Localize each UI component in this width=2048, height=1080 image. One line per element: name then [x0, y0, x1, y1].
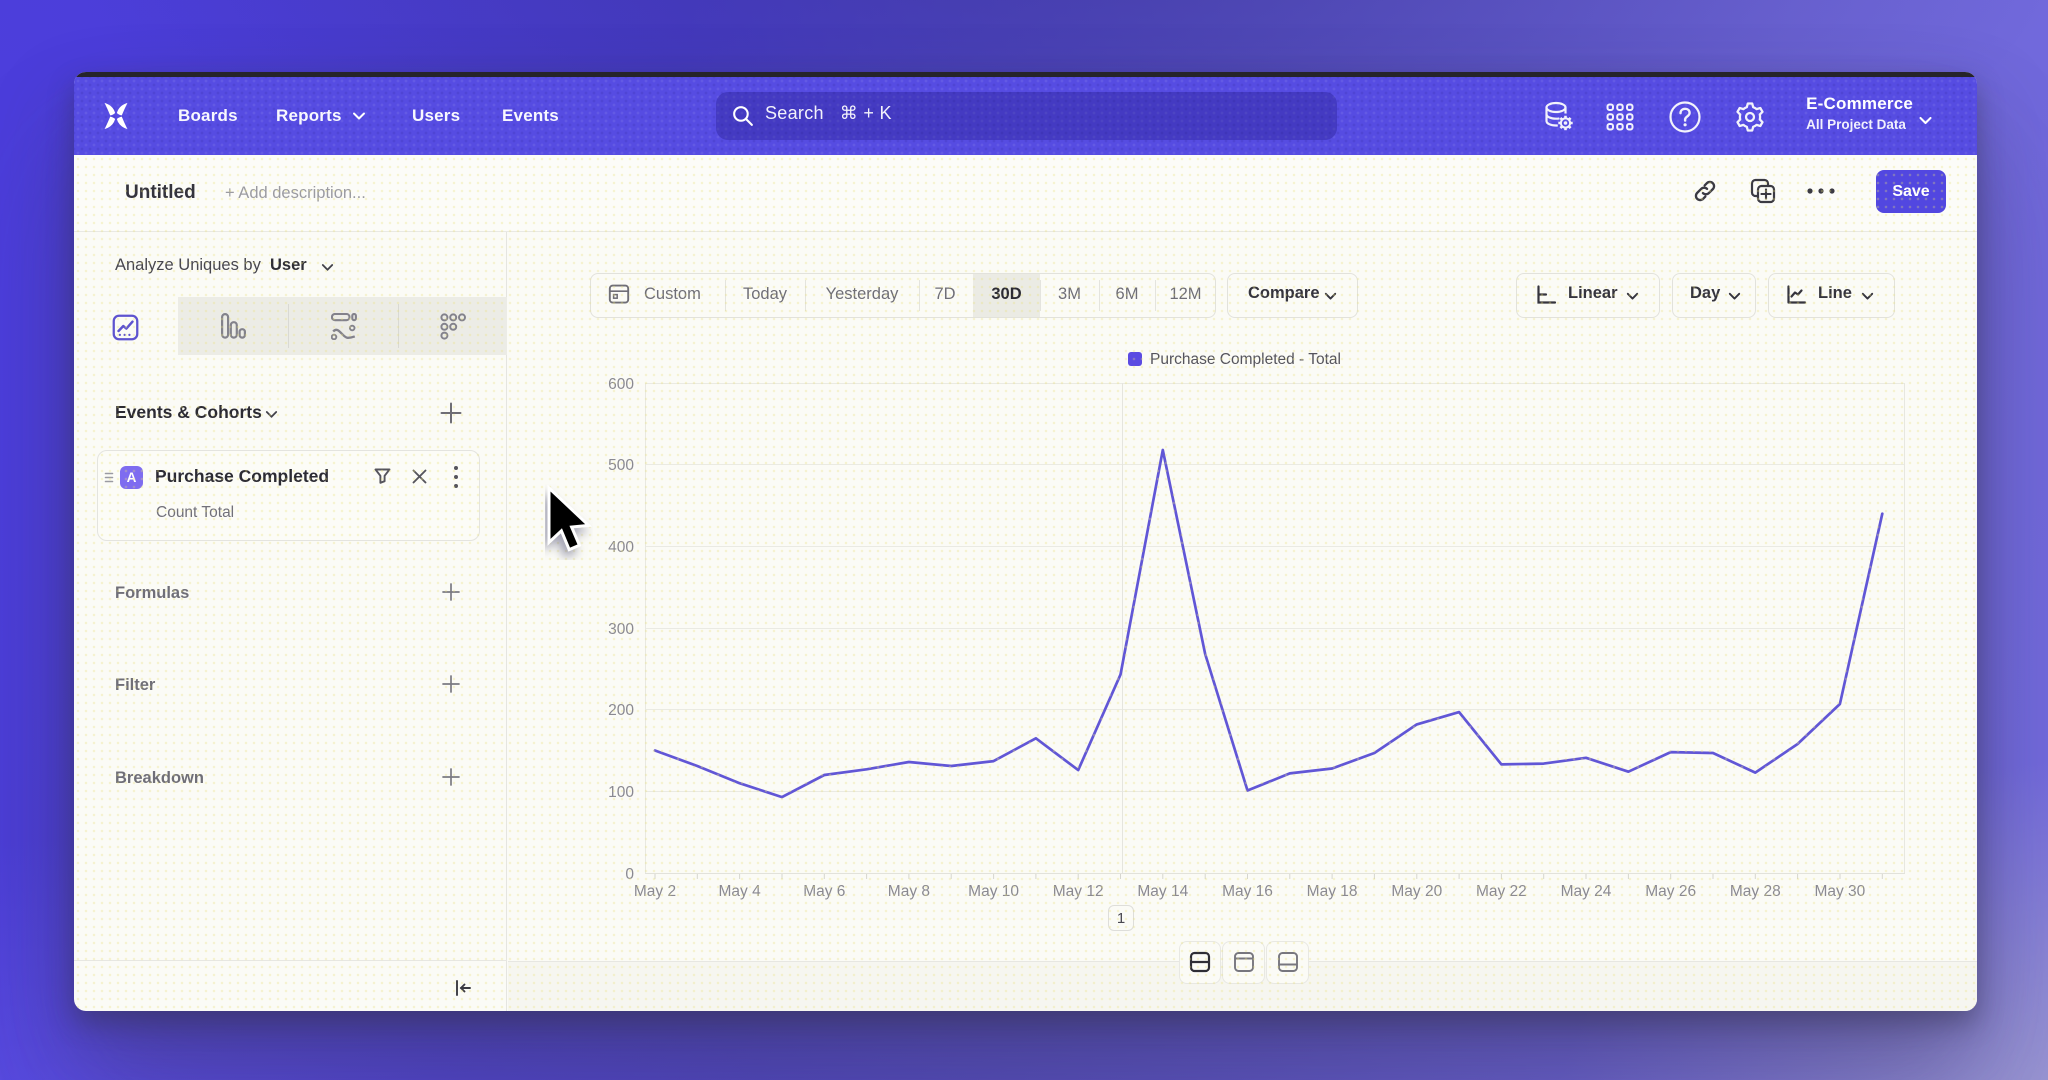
- svg-text:500: 500: [608, 457, 634, 474]
- svg-text:May 14: May 14: [1137, 883, 1188, 900]
- svg-text:200: 200: [608, 702, 634, 719]
- svg-text:May 30: May 30: [1814, 883, 1865, 900]
- svg-text:May 8: May 8: [888, 883, 930, 900]
- svg-text:300: 300: [608, 621, 634, 638]
- svg-text:May 20: May 20: [1391, 883, 1442, 900]
- svg-text:May 16: May 16: [1222, 883, 1273, 900]
- svg-text:May 10: May 10: [968, 883, 1019, 900]
- svg-text:May 26: May 26: [1645, 883, 1696, 900]
- svg-text:0: 0: [625, 866, 634, 883]
- svg-text:May 18: May 18: [1307, 883, 1358, 900]
- svg-text:May 12: May 12: [1053, 883, 1104, 900]
- svg-text:600: 600: [608, 376, 634, 393]
- svg-text:May 6: May 6: [803, 883, 845, 900]
- svg-text:May 28: May 28: [1730, 883, 1781, 900]
- svg-text:100: 100: [608, 784, 634, 801]
- svg-text:May 4: May 4: [718, 883, 761, 900]
- svg-text:May 2: May 2: [634, 883, 676, 900]
- svg-text:May 24: May 24: [1561, 883, 1612, 900]
- svg-text:400: 400: [608, 539, 634, 556]
- svg-text:May 22: May 22: [1476, 883, 1527, 900]
